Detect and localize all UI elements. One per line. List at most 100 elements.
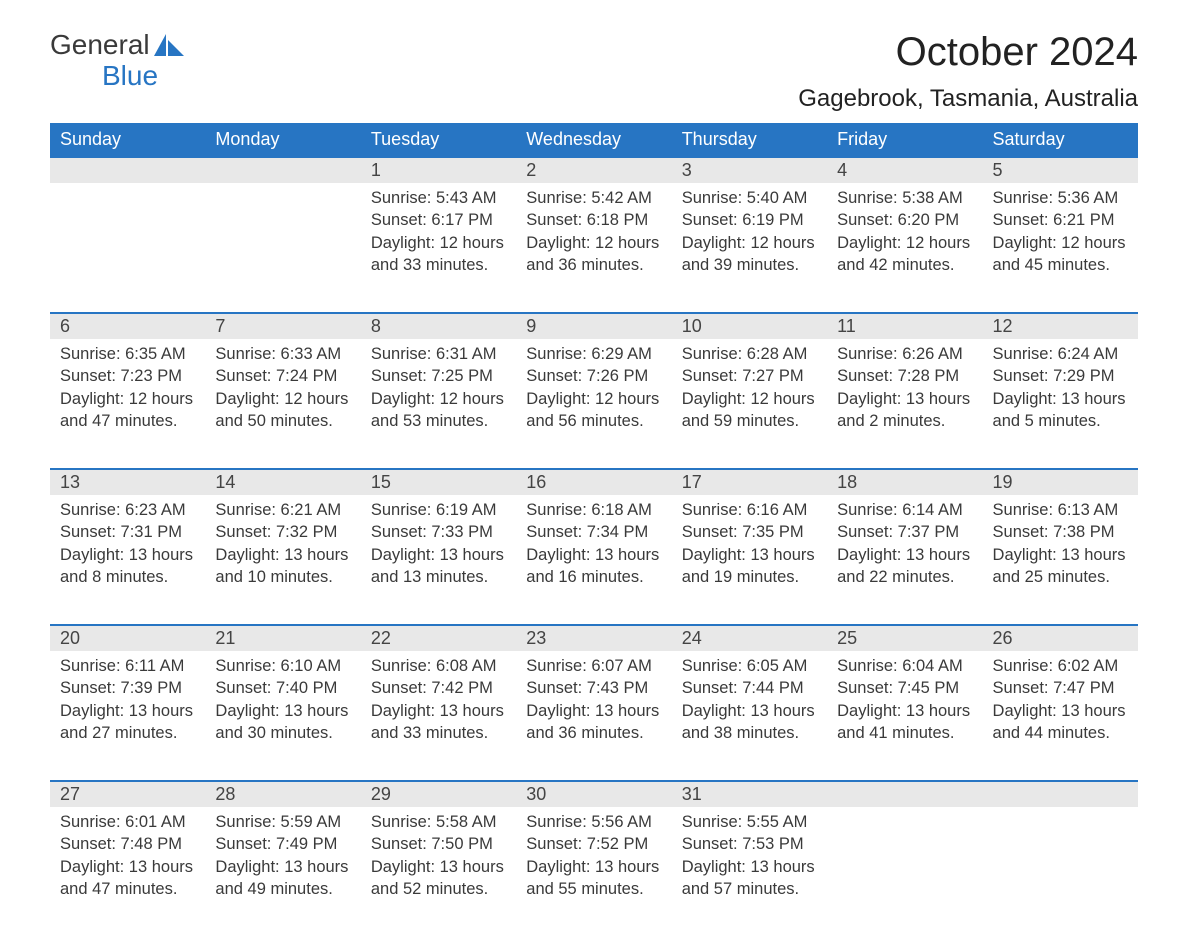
sunset-line: Sunset: 7:48 PM — [60, 833, 195, 855]
sunset-line: Sunset: 7:47 PM — [993, 677, 1128, 699]
day-header: Thursday — [672, 123, 827, 157]
content-row: Sunrise: 6:11 AMSunset: 7:39 PMDaylight:… — [50, 651, 1138, 781]
daylight-line: Daylight: 12 hours and 50 minutes. — [215, 388, 350, 433]
sunset-line: Sunset: 7:28 PM — [837, 365, 972, 387]
daynum-row: 20212223242526 — [50, 625, 1138, 651]
day-number-cell — [50, 157, 205, 183]
day-number-cell: 8 — [361, 313, 516, 339]
day-header: Sunday — [50, 123, 205, 157]
day-content-cell: Sunrise: 5:38 AMSunset: 6:20 PMDaylight:… — [827, 183, 982, 313]
sunrise-line: Sunrise: 5:56 AM — [526, 811, 661, 833]
daynum-row: 6789101112 — [50, 313, 1138, 339]
sunset-line: Sunset: 6:20 PM — [837, 209, 972, 231]
sunrise-line: Sunrise: 6:31 AM — [371, 343, 506, 365]
daylight-line: Daylight: 13 hours and 22 minutes. — [837, 544, 972, 589]
sunset-line: Sunset: 7:26 PM — [526, 365, 661, 387]
day-content-cell: Sunrise: 6:16 AMSunset: 7:35 PMDaylight:… — [672, 495, 827, 625]
sunrise-line: Sunrise: 6:10 AM — [215, 655, 350, 677]
day-header: Saturday — [983, 123, 1138, 157]
daylight-line: Daylight: 12 hours and 47 minutes. — [60, 388, 195, 433]
sunrise-line: Sunrise: 5:38 AM — [837, 187, 972, 209]
daylight-line: Daylight: 13 hours and 38 minutes. — [682, 700, 817, 745]
sunset-line: Sunset: 7:40 PM — [215, 677, 350, 699]
sunrise-line: Sunrise: 5:58 AM — [371, 811, 506, 833]
sunrise-line: Sunrise: 6:14 AM — [837, 499, 972, 521]
daynum-row: 2728293031 — [50, 781, 1138, 807]
day-header: Monday — [205, 123, 360, 157]
day-content-cell: Sunrise: 6:29 AMSunset: 7:26 PMDaylight:… — [516, 339, 671, 469]
day-content-cell: Sunrise: 6:33 AMSunset: 7:24 PMDaylight:… — [205, 339, 360, 469]
page-title: October 2024 — [798, 30, 1138, 75]
sunset-line: Sunset: 7:38 PM — [993, 521, 1128, 543]
daylight-line: Daylight: 12 hours and 59 minutes. — [682, 388, 817, 433]
sunset-line: Sunset: 7:45 PM — [837, 677, 972, 699]
sunrise-line: Sunrise: 6:05 AM — [682, 655, 817, 677]
day-content-cell: Sunrise: 6:05 AMSunset: 7:44 PMDaylight:… — [672, 651, 827, 781]
daylight-line: Daylight: 12 hours and 53 minutes. — [371, 388, 506, 433]
sunrise-line: Sunrise: 6:29 AM — [526, 343, 661, 365]
day-content-cell: Sunrise: 5:42 AMSunset: 6:18 PMDaylight:… — [516, 183, 671, 313]
daylight-line: Daylight: 13 hours and 13 minutes. — [371, 544, 506, 589]
day-header: Tuesday — [361, 123, 516, 157]
calendar-table: SundayMondayTuesdayWednesdayThursdayFrid… — [50, 123, 1138, 937]
day-number-cell: 27 — [50, 781, 205, 807]
day-number-cell: 25 — [827, 625, 982, 651]
daylight-line: Daylight: 13 hours and 52 minutes. — [371, 856, 506, 901]
day-content-cell: Sunrise: 5:36 AMSunset: 6:21 PMDaylight:… — [983, 183, 1138, 313]
sunrise-line: Sunrise: 6:01 AM — [60, 811, 195, 833]
daylight-line: Daylight: 13 hours and 8 minutes. — [60, 544, 195, 589]
sunset-line: Sunset: 7:33 PM — [371, 521, 506, 543]
day-content-cell: Sunrise: 6:14 AMSunset: 7:37 PMDaylight:… — [827, 495, 982, 625]
daylight-line: Daylight: 13 hours and 5 minutes. — [993, 388, 1128, 433]
sunrise-line: Sunrise: 6:13 AM — [993, 499, 1128, 521]
day-content-cell: Sunrise: 6:08 AMSunset: 7:42 PMDaylight:… — [361, 651, 516, 781]
day-content-cell: Sunrise: 6:21 AMSunset: 7:32 PMDaylight:… — [205, 495, 360, 625]
sunrise-line: Sunrise: 6:23 AM — [60, 499, 195, 521]
sail-icon — [154, 34, 184, 56]
sunset-line: Sunset: 7:24 PM — [215, 365, 350, 387]
sunset-line: Sunset: 6:21 PM — [993, 209, 1128, 231]
day-header: Friday — [827, 123, 982, 157]
day-content-cell — [50, 183, 205, 313]
day-number-cell: 20 — [50, 625, 205, 651]
sunset-line: Sunset: 7:39 PM — [60, 677, 195, 699]
day-content-cell: Sunrise: 6:04 AMSunset: 7:45 PMDaylight:… — [827, 651, 982, 781]
daylight-line: Daylight: 12 hours and 33 minutes. — [371, 232, 506, 277]
sunset-line: Sunset: 6:18 PM — [526, 209, 661, 231]
daylight-line: Daylight: 12 hours and 39 minutes. — [682, 232, 817, 277]
sunrise-line: Sunrise: 5:36 AM — [993, 187, 1128, 209]
sunrise-line: Sunrise: 6:26 AM — [837, 343, 972, 365]
day-number-cell: 5 — [983, 157, 1138, 183]
day-number-cell: 6 — [50, 313, 205, 339]
day-number-cell: 14 — [205, 469, 360, 495]
sunrise-line: Sunrise: 6:24 AM — [993, 343, 1128, 365]
sunrise-line: Sunrise: 6:16 AM — [682, 499, 817, 521]
sunrise-line: Sunrise: 5:55 AM — [682, 811, 817, 833]
day-number-cell: 21 — [205, 625, 360, 651]
logo-word1: General — [50, 30, 150, 61]
sunrise-line: Sunrise: 6:28 AM — [682, 343, 817, 365]
logo: General Blue — [50, 30, 184, 92]
day-number-cell: 24 — [672, 625, 827, 651]
sunset-line: Sunset: 7:37 PM — [837, 521, 972, 543]
sunrise-line: Sunrise: 6:08 AM — [371, 655, 506, 677]
daylight-line: Daylight: 13 hours and 2 minutes. — [837, 388, 972, 433]
day-content-cell — [205, 183, 360, 313]
day-number-cell: 22 — [361, 625, 516, 651]
daylight-line: Daylight: 13 hours and 33 minutes. — [371, 700, 506, 745]
sunset-line: Sunset: 7:35 PM — [682, 521, 817, 543]
day-header: Wednesday — [516, 123, 671, 157]
day-number-cell: 30 — [516, 781, 671, 807]
day-number-cell: 1 — [361, 157, 516, 183]
logo-word2: Blue — [102, 61, 184, 92]
day-number-cell: 31 — [672, 781, 827, 807]
day-number-cell — [205, 157, 360, 183]
day-number-cell: 10 — [672, 313, 827, 339]
sunrise-line: Sunrise: 6:02 AM — [993, 655, 1128, 677]
daylight-line: Daylight: 13 hours and 44 minutes. — [993, 700, 1128, 745]
sunset-line: Sunset: 7:29 PM — [993, 365, 1128, 387]
day-content-cell: Sunrise: 6:23 AMSunset: 7:31 PMDaylight:… — [50, 495, 205, 625]
daylight-line: Daylight: 13 hours and 16 minutes. — [526, 544, 661, 589]
daynum-row: 12345 — [50, 157, 1138, 183]
sunset-line: Sunset: 7:25 PM — [371, 365, 506, 387]
